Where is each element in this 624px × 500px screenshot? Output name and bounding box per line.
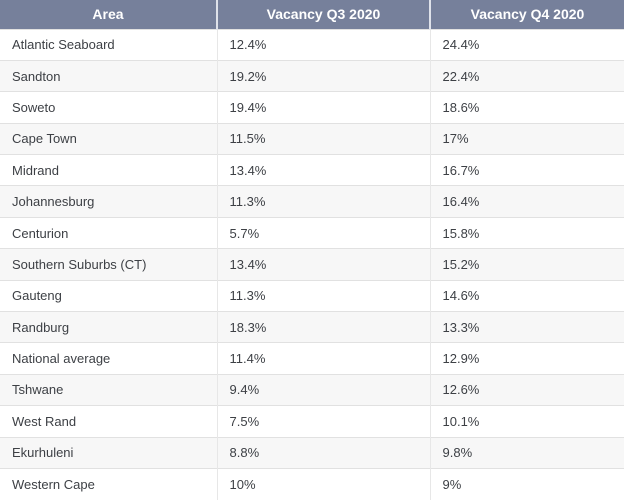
table-row: Western Cape 10% 9% [0,467,624,500]
area-cell: National average [0,342,217,375]
q3-cell: 5.7% [216,216,430,249]
q4-cell: 13.3% [429,311,624,343]
table-row: Cape Town 11.5% 17% [0,122,624,155]
column-header-vacancy-q3: Vacancy Q3 2020 [216,0,430,29]
area-cell: Centurion [0,216,217,249]
area-cell: Sandton [0,59,217,92]
q3-cell: 18.3% [216,311,430,343]
table-row: Sandton 19.2% 22.4% [0,59,624,92]
area-cell: Ekurhuleni [0,436,217,469]
table-row: Centurion 5.7% 15.8% [0,216,624,249]
q4-cell: 24.4% [429,28,624,61]
header-row: Area Vacancy Q3 2020 Vacancy Q4 2020 [0,0,624,29]
q3-cell: 11.3% [216,185,430,218]
area-cell: Randburg [0,311,217,343]
table-row: Southern Suburbs (CT) 13.4% 15.2% [0,248,624,281]
q4-cell: 18.6% [429,91,624,124]
area-cell: West Rand [0,405,217,438]
table-row: National average 11.4% 12.9% [0,342,624,375]
area-cell: Johannesburg [0,185,217,218]
area-cell: Atlantic Seaboard [0,28,217,61]
table-row: Midrand 13.4% 16.7% [0,154,624,186]
table-header: Area Vacancy Q3 2020 Vacancy Q4 2020 [0,0,624,29]
table-row: Tshwane 9.4% 12.6% [0,373,624,406]
area-cell: Midrand [0,154,217,186]
q4-cell: 12.6% [429,373,624,406]
q4-cell: 15.2% [429,248,624,281]
area-cell: Soweto [0,91,217,124]
q3-cell: 9.4% [216,373,430,406]
table-row: Atlantic Seaboard 12.4% 24.4% [0,28,624,61]
column-header-area: Area [0,0,217,29]
q3-cell: 11.3% [216,279,430,312]
q4-cell: 16.4% [429,185,624,218]
q3-cell: 19.4% [216,91,430,124]
area-cell: Gauteng [0,279,217,312]
table-row: West Rand 7.5% 10.1% [0,405,624,438]
q4-cell: 10.1% [429,405,624,438]
q4-cell: 22.4% [429,59,624,92]
column-header-vacancy-q4: Vacancy Q4 2020 [429,0,624,29]
q3-cell: 10% [216,467,430,500]
q3-cell: 7.5% [216,405,430,438]
area-cell: Tshwane [0,373,217,406]
q4-cell: 12.9% [429,342,624,375]
table-row: Randburg 18.3% 13.3% [0,311,624,343]
q3-cell: 11.4% [216,342,430,375]
q4-cell: 9% [429,467,624,500]
q4-cell: 16.7% [429,154,624,186]
q4-cell: 14.6% [429,279,624,312]
area-cell: Western Cape [0,467,217,500]
q4-cell: 15.8% [429,216,624,249]
q4-cell: 17% [429,122,624,155]
q3-cell: 8.8% [216,436,430,469]
table-body: Atlantic Seaboard 12.4% 24.4% Sandton 19… [0,28,624,500]
table-row: Ekurhuleni 8.8% 9.8% [0,436,624,469]
table-row: Johannesburg 11.3% 16.4% [0,185,624,218]
q3-cell: 13.4% [216,248,430,281]
q3-cell: 12.4% [216,28,430,61]
q3-cell: 13.4% [216,154,430,186]
table-row: Soweto 19.4% 18.6% [0,91,624,124]
q3-cell: 11.5% [216,122,430,155]
q4-cell: 9.8% [429,436,624,469]
q3-cell: 19.2% [216,59,430,92]
area-cell: Southern Suburbs (CT) [0,248,217,281]
area-cell: Cape Town [0,122,217,155]
table-row: Gauteng 11.3% 14.6% [0,279,624,312]
